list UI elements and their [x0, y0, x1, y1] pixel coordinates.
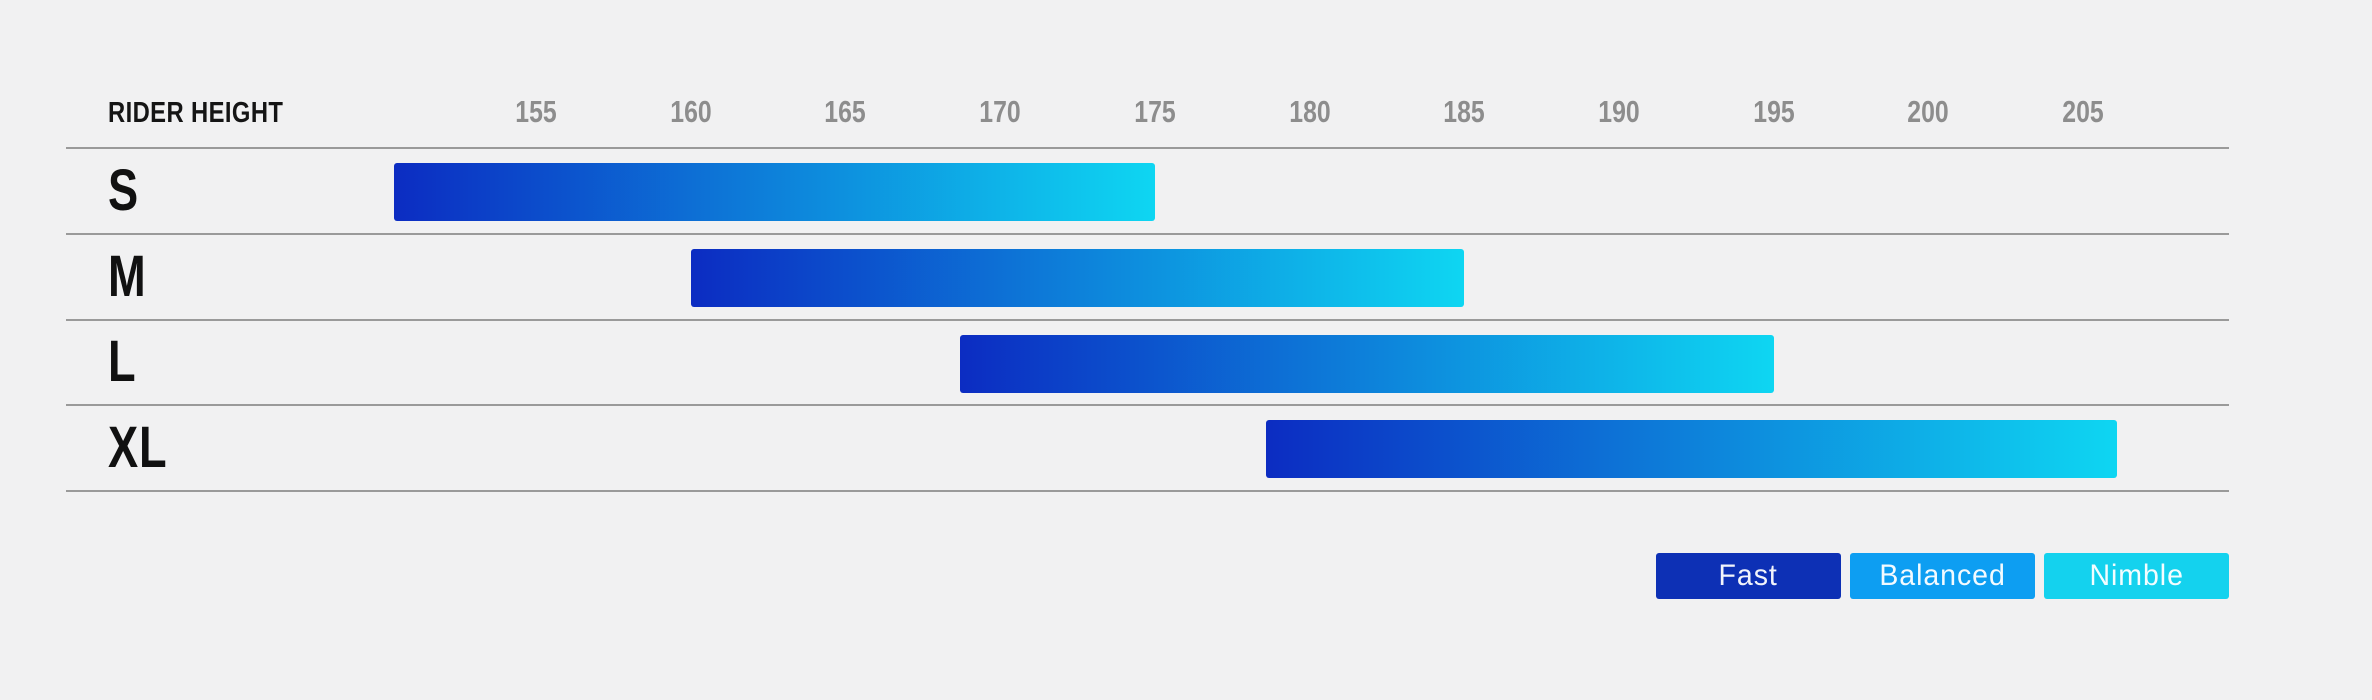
table-bottom-line	[66, 490, 2229, 492]
axis-tick-165: 165	[824, 94, 867, 129]
axis-tick-160: 160	[669, 94, 712, 129]
size-row-xl: XL	[66, 404, 2229, 490]
size-row-l: L	[66, 318, 2229, 405]
axis-title: RIDER HEIGHT	[108, 97, 284, 129]
height-range-bar-m	[690, 248, 1465, 307]
legend-chip-balanced: Balanced	[1850, 553, 2035, 599]
axis-tick-175: 175	[1134, 94, 1176, 129]
size-label-m: M	[108, 243, 147, 309]
axis-tick-155: 155	[515, 94, 557, 129]
legend-label-fast: Fast	[1718, 559, 1779, 592]
size-label-xl: XL	[108, 415, 168, 481]
axis-tick-205: 205	[2062, 94, 2104, 129]
axis-tick-185: 185	[1443, 94, 1485, 129]
axis-tick-190: 190	[1598, 94, 1640, 129]
height-range-bar-l	[959, 334, 1774, 393]
legend-label-nimble: Nimble	[2089, 559, 2184, 592]
legend-label-balanced: Balanced	[1879, 559, 2006, 592]
height-range-bar-s	[393, 163, 1155, 221]
axis-tick-180: 180	[1288, 94, 1331, 129]
legend-chip-fast: Fast	[1656, 553, 1841, 599]
size-row-s: S	[66, 147, 2229, 233]
axis-tick-200: 200	[1907, 94, 1949, 129]
legend-chip-nimble: Nimble	[2044, 553, 2229, 599]
size-label-l: L	[108, 329, 137, 395]
size-label-s: S	[108, 157, 139, 223]
axis-tick-195: 195	[1752, 94, 1795, 129]
size-row-m: M	[66, 232, 2229, 319]
legend: Fast Balanced Nimble	[1656, 553, 2229, 599]
height-range-bar-xl	[1266, 420, 2118, 479]
axis-tick-170: 170	[979, 94, 1021, 129]
